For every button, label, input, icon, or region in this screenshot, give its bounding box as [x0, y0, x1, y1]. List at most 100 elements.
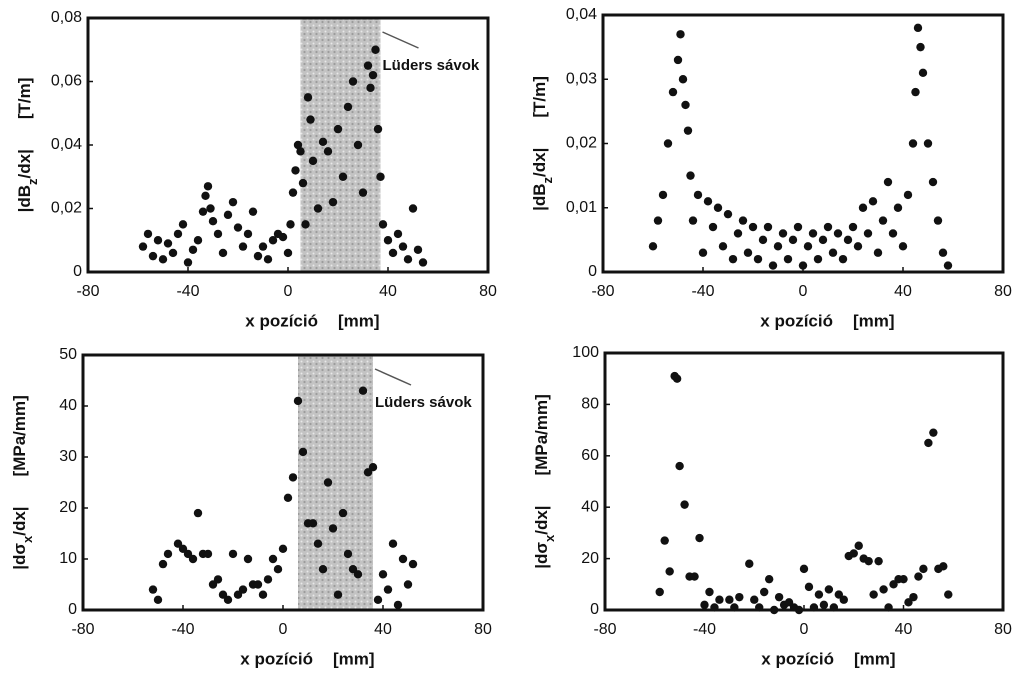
point: [188, 245, 198, 254]
y-label-end: /dx|: [530, 148, 549, 177]
point: [814, 590, 824, 599]
x-tick-label: 40: [374, 621, 392, 638]
point: [323, 478, 333, 487]
y-tick-label: 50: [59, 346, 77, 363]
point: [413, 245, 423, 254]
point: [306, 115, 315, 124]
point: [933, 216, 943, 225]
y-tick-label: 0: [588, 263, 597, 280]
point: [733, 229, 743, 238]
y-axis-label: |dσx/dx| [MPa/mm]: [10, 395, 34, 570]
point: [678, 75, 688, 84]
x-tick-label: 40: [894, 283, 912, 300]
point: [228, 549, 238, 559]
point: [143, 229, 153, 239]
y-tick-label: 30: [59, 448, 77, 465]
y-axis-label: |dBz/dx| [T/m]: [15, 78, 39, 213]
point: [296, 147, 305, 156]
point: [718, 242, 728, 251]
point: [371, 45, 380, 54]
y-tick-label: 80: [581, 396, 599, 413]
point: [723, 209, 733, 219]
point: [788, 235, 798, 245]
x-tick-label: 80: [994, 283, 1012, 300]
point: [268, 554, 278, 564]
point: [148, 251, 158, 261]
point: [798, 261, 808, 270]
point: [808, 229, 818, 238]
point: [698, 248, 708, 257]
point: [783, 254, 793, 264]
x-tick-label: -40: [171, 621, 194, 638]
point: [655, 587, 664, 597]
point: [301, 220, 310, 229]
point: [883, 177, 893, 187]
x-tick-label: 0: [279, 621, 288, 638]
point: [213, 575, 223, 584]
point: [293, 396, 303, 406]
point: [680, 500, 689, 509]
point: [725, 595, 734, 604]
point: [263, 575, 273, 584]
point: [148, 585, 158, 594]
point: [715, 595, 724, 604]
point: [238, 242, 248, 251]
point: [911, 87, 920, 97]
point: [198, 207, 208, 216]
point: [849, 549, 858, 558]
point: [828, 248, 838, 257]
point: [158, 255, 168, 264]
point: [944, 590, 953, 599]
point: [173, 229, 183, 239]
point: [824, 585, 834, 594]
point: [683, 126, 693, 135]
point: [213, 229, 223, 239]
point: [378, 570, 388, 579]
point: [398, 242, 408, 251]
point: [753, 254, 763, 264]
x-axis-label: x pozíció: [761, 649, 834, 668]
point: [681, 100, 690, 110]
point: [218, 248, 228, 258]
point: [760, 587, 769, 597]
point: [913, 23, 923, 33]
annotation: Lüders sávok: [375, 394, 472, 411]
x-tick-label: -80: [76, 283, 99, 300]
point: [373, 124, 383, 134]
y-tick-label: 20: [581, 550, 599, 567]
point: [408, 204, 418, 213]
point: [858, 203, 868, 212]
point: [663, 139, 673, 148]
point: [366, 83, 375, 93]
x-axis-unit: [mm]: [338, 311, 380, 330]
y-label-sub: x: [542, 534, 557, 542]
y-label-sub: z: [25, 178, 40, 185]
point: [878, 216, 888, 225]
annotation: Lüders sávok: [383, 57, 480, 74]
point: [253, 580, 263, 589]
point: [750, 595, 759, 604]
point: [939, 562, 948, 571]
point: [393, 600, 403, 610]
y-tick-label: 40: [59, 397, 77, 414]
x-tick-label: -80: [71, 621, 94, 638]
x-axis-label: x pozíció: [760, 311, 833, 330]
point: [918, 68, 928, 78]
y-axis-label: |dBz/dx| [T/m]: [530, 76, 554, 211]
x-axis-unit: [mm]: [854, 649, 896, 668]
point: [263, 255, 273, 264]
point: [348, 77, 358, 86]
point: [188, 554, 198, 564]
point: [879, 585, 888, 594]
point: [735, 592, 744, 602]
point: [393, 229, 403, 239]
point: [843, 235, 853, 245]
point: [803, 242, 813, 251]
point: [408, 559, 418, 569]
point: [738, 216, 748, 225]
y-label-unit: [MPa/mm]: [532, 394, 551, 475]
point: [778, 229, 788, 238]
x-tick-label: 80: [994, 621, 1012, 638]
point: [403, 255, 413, 264]
point: [873, 248, 883, 257]
